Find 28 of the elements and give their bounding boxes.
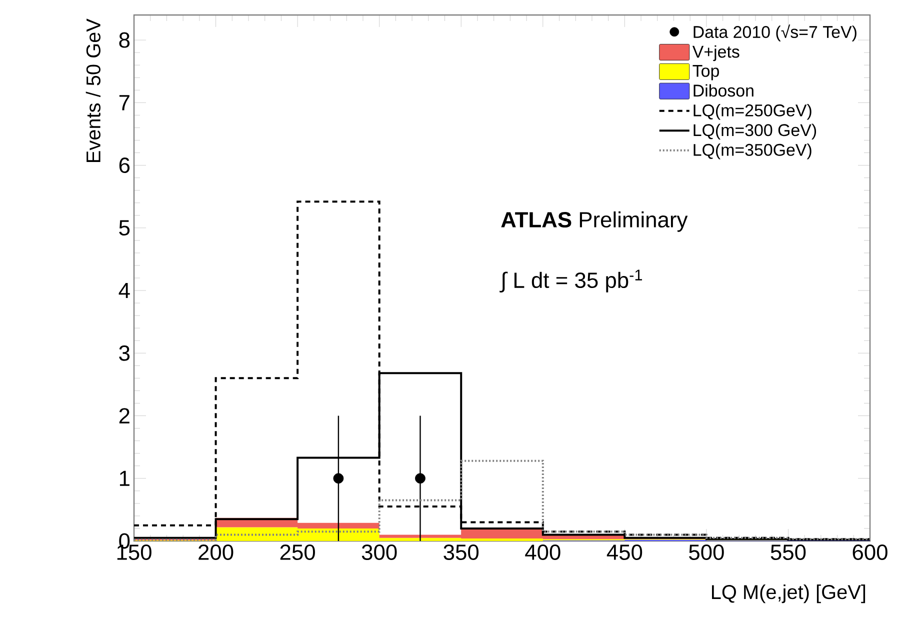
annotation: ATLAS Preliminary: [501, 211, 688, 232]
y-tick-label: 8: [119, 32, 130, 48]
y-axis-title: Events / 50 GeV: [86, 18, 100, 162]
y-tick-label: 7: [119, 95, 130, 110]
legend-label: LQ(m=350GeV): [694, 143, 812, 160]
legend-label: LQ(m=300 GeV): [694, 124, 816, 140]
x-axis-title: LQ M(e,jet) [GeV]: [712, 584, 866, 604]
x-tick-label: 450: [606, 544, 642, 560]
x-tick-label: 600: [852, 544, 888, 560]
legend-label: LQ(m=250GeV): [694, 104, 812, 120]
legend-label: V+jets: [692, 45, 740, 62]
y-tick-label: 6: [119, 158, 130, 174]
y-tick-label: 2: [119, 408, 130, 424]
y-tick-label: 5: [119, 220, 130, 236]
x-tick-label: 550: [770, 544, 806, 560]
x-tick-label: 400: [525, 544, 560, 560]
y-tick-label: 4: [118, 282, 130, 298]
legend-label: Data 2010 (√s=7 TeV): [694, 24, 856, 42]
legend-label: Top: [692, 65, 719, 80]
legend-label: Diboson: [694, 84, 754, 97]
x-tick-label: 250: [280, 544, 315, 560]
x-tick-label: 200: [198, 544, 234, 560]
y-tick-label: 3: [119, 345, 130, 361]
y-tick-label: 1: [120, 470, 130, 486]
x-tick-label: 500: [689, 544, 724, 560]
x-tick-label: 350: [444, 544, 479, 560]
annotation: ∫ L dt = 35 pb$^{-1}$: [500, 270, 642, 292]
x-tick-label: 300: [362, 544, 397, 560]
